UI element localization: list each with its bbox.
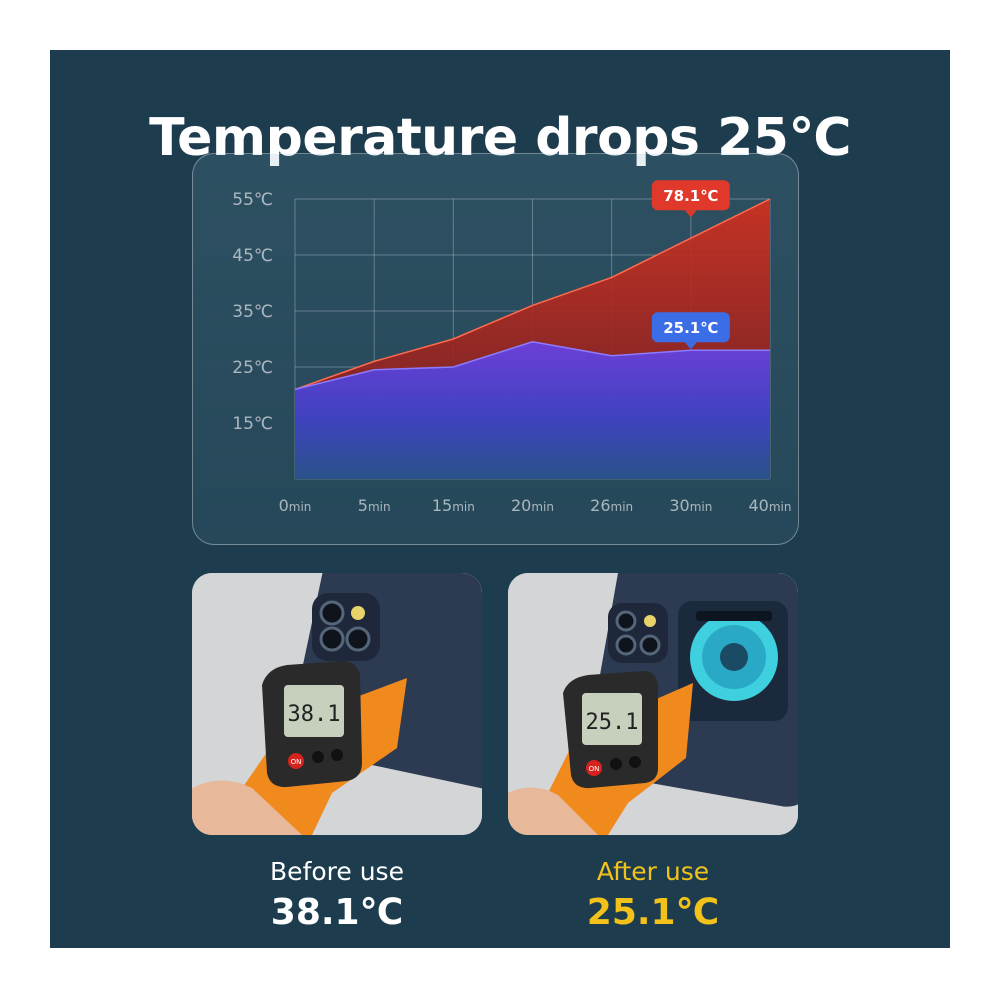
after-series-area [295,341,770,479]
thermometer-readout: 25.1 [586,710,639,735]
x-tick-label: 15min [432,496,475,515]
after-caption: After use 25.1℃ [508,857,798,933]
power-button-label: ON [589,765,600,773]
before-caption: Before use 38.1℃ [192,857,482,933]
before-value: 38.1℃ [270,892,404,933]
after-label: After use [596,857,710,886]
x-tick-label: 26min [590,496,633,515]
ir-thermometer: 25.1 ON [508,671,693,835]
chart-areas [294,198,771,479]
after-use-photo: 25.1 ON [508,573,798,835]
before-series-line [294,198,771,391]
after-series-line [294,341,770,391]
thermometer-readout: 38.1 [288,702,341,727]
chart-labels: 55℃ 45℃ 35℃ 25℃ 15℃ 0min 5min 15min 20min 26min 30… [232,180,792,515]
y-tick-label: 25℃ [232,358,273,378]
ir-thermometer: 38.1 ON [192,661,407,835]
infographic-panel: Temperature drops 25℃ 55℃ 45℃ 35℃ 25℃ 15℃ 0mi… [50,50,950,948]
headline: Temperature drops 25℃ [149,108,851,168]
callout-text: 25.1℃ [663,319,718,337]
y-tick-label: 45℃ [232,246,273,266]
temperature-chart: 55℃ 45℃ 35℃ 25℃ 15℃ 0min 5min 15min 20min 26min 30… [232,180,792,515]
before-callout: 78.1℃ [651,180,730,218]
callout-text: 78.1℃ [663,187,718,205]
x-tick-label: 30min [669,496,712,515]
chart-card: 55℃ 45℃ 35℃ 25℃ 15℃ 0min 5min 15min 20min 26min 30… [192,153,799,545]
after-callout: 25.1℃ [651,312,730,350]
before-use-photo: 38.1 ON [192,573,482,835]
callout-pointer [684,342,697,350]
before-label: Before use [270,857,404,886]
phone-cooler [678,601,788,721]
callout-box [651,312,730,343]
y-tick-label: 55℃ [232,190,273,210]
x-tick-label: 20min [511,496,554,515]
after-value: 25.1℃ [586,892,720,933]
y-tick-label: 15℃ [232,414,273,434]
power-button-label: ON [291,758,302,766]
x-tick-label: 0min [279,496,312,515]
x-tick-label: 40min [749,496,792,515]
callout-box [651,180,730,211]
callout-pointer [684,210,697,218]
y-tick-label: 35℃ [232,302,273,322]
x-tick-label: 5min [358,496,391,515]
